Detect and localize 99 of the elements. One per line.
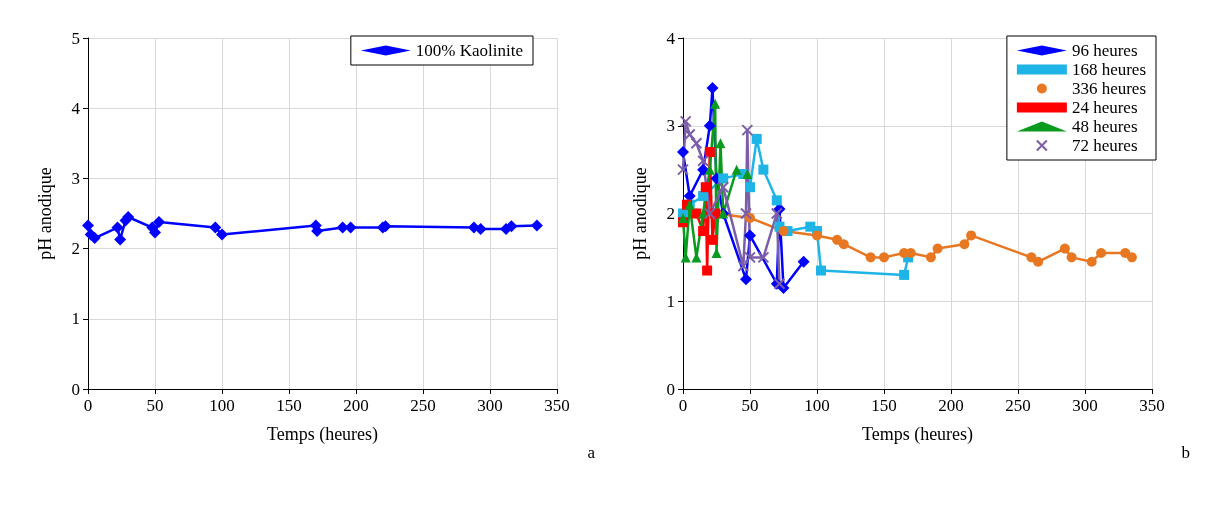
point — [703, 207, 716, 220]
point — [715, 138, 726, 149]
point — [1096, 247, 1107, 258]
point — [832, 234, 843, 245]
point — [707, 234, 718, 245]
point — [879, 252, 889, 263]
y-tick-label: 1 — [666, 291, 675, 311]
x-tick-label: 100 — [209, 396, 235, 415]
y-tick-label: 5 — [71, 28, 80, 48]
point — [718, 173, 729, 184]
point — [757, 251, 770, 264]
legend-label: 96 heures — [1071, 41, 1138, 60]
point — [751, 133, 762, 144]
point — [812, 230, 822, 241]
point — [932, 243, 943, 254]
point — [690, 137, 703, 150]
point — [1059, 243, 1070, 254]
point — [88, 232, 101, 245]
point — [677, 163, 689, 176]
point — [925, 252, 936, 263]
point — [697, 154, 710, 167]
y-axis-title: pH anodique — [35, 167, 55, 260]
point — [758, 164, 769, 175]
x-axis-title: Temps (heures) — [861, 424, 974, 445]
point — [816, 265, 827, 276]
y-tick-label: 0 — [666, 379, 675, 399]
point — [959, 239, 970, 250]
y-axis-title: pH anodique — [630, 167, 650, 260]
x-tick-label: 350 — [1139, 396, 1165, 415]
y-tick-label: 2 — [71, 239, 80, 259]
point — [111, 221, 124, 234]
point — [1033, 256, 1044, 267]
point — [1066, 252, 1077, 263]
point — [741, 124, 754, 137]
point — [1120, 247, 1131, 258]
point — [703, 119, 716, 132]
x-tick-label: 0 — [83, 396, 93, 415]
y-tick-label: 3 — [71, 168, 80, 188]
point — [739, 273, 752, 286]
text: a — [587, 443, 596, 462]
point — [865, 252, 876, 263]
point — [739, 207, 752, 220]
point — [700, 182, 711, 193]
point — [530, 219, 543, 232]
x-axis-title: Temps (heures) — [266, 424, 379, 445]
x-tick-label: 300 — [477, 396, 503, 415]
point — [153, 215, 166, 228]
legend-label: 336 heures — [1071, 79, 1147, 98]
x-tick-label: 0 — [678, 396, 688, 415]
point — [209, 221, 222, 234]
y-tick-label: 3 — [666, 116, 675, 136]
point — [770, 207, 783, 220]
point — [797, 255, 810, 268]
point — [778, 226, 789, 237]
point — [737, 260, 750, 273]
x-tick-label: 300 — [1072, 396, 1098, 415]
x-tick-label: 200 — [343, 396, 369, 415]
y-tick-label: 0 — [71, 379, 80, 399]
x-tick-label: 50 — [741, 396, 759, 415]
x-tick-label: 50 — [146, 396, 164, 415]
x-tick-label: 350 — [544, 396, 570, 415]
point — [838, 239, 849, 250]
y-tick-label: 4 — [666, 28, 676, 48]
point — [744, 251, 756, 264]
x-tick-label: 150 — [871, 396, 897, 415]
point — [82, 219, 94, 232]
point — [710, 98, 721, 109]
legend-label: 48 heures — [1071, 117, 1138, 136]
point — [966, 230, 977, 241]
text: b — [1181, 443, 1190, 462]
legend-label: 24 heures — [1071, 98, 1138, 117]
point — [1126, 252, 1137, 263]
x-tick-label: 100 — [804, 396, 830, 415]
point — [704, 147, 715, 158]
point — [678, 212, 688, 223]
legend-label: 72 heures — [1071, 136, 1138, 155]
y-tick-label: 4 — [71, 98, 81, 118]
point — [745, 182, 755, 193]
x-tick-label: 250 — [410, 396, 436, 415]
point — [771, 195, 782, 206]
x-tick-label: 250 — [1005, 396, 1031, 415]
point — [216, 228, 228, 241]
point — [114, 233, 127, 246]
point — [731, 164, 742, 175]
point — [1086, 256, 1097, 267]
point — [679, 115, 692, 128]
point — [899, 269, 910, 280]
point — [677, 146, 689, 159]
point — [744, 229, 756, 242]
point — [698, 190, 709, 201]
x-tick-label: 200 — [938, 396, 964, 415]
legend-label: 168 heures — [1071, 60, 1147, 79]
point — [717, 181, 730, 194]
point — [702, 265, 713, 276]
point — [742, 169, 753, 180]
y-tick-label: 1 — [71, 309, 80, 329]
legend-label: 100% Kaolinite — [415, 41, 523, 60]
y-tick-label: 2 — [666, 204, 675, 223]
x-tick-label: 150 — [276, 396, 302, 415]
